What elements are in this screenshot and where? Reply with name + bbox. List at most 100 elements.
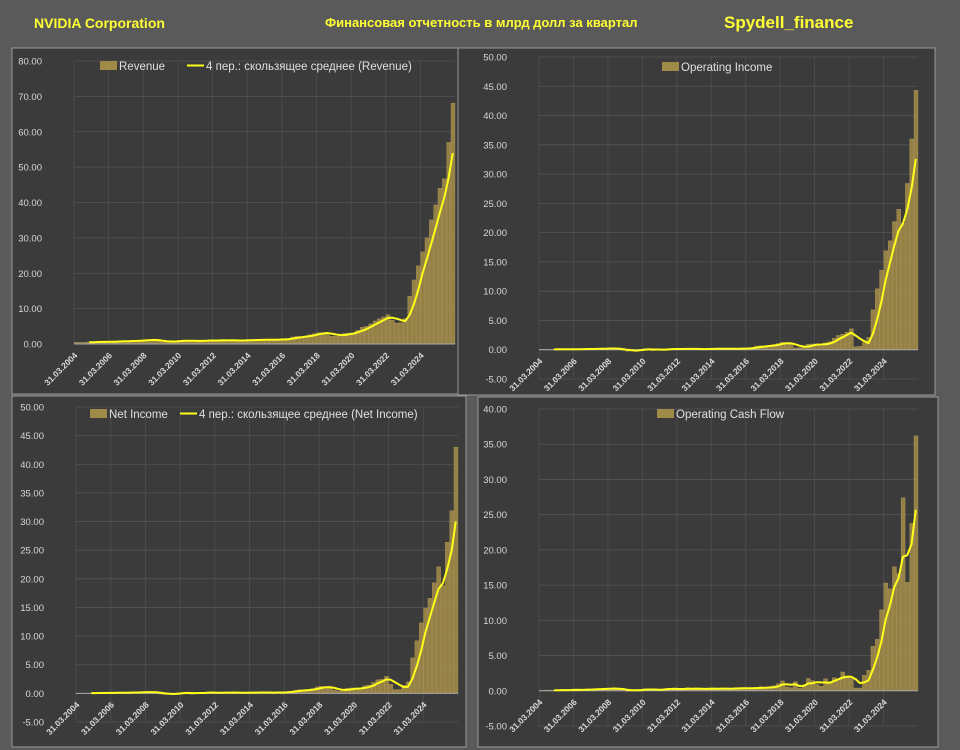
y-tick-label: 70.00 xyxy=(18,92,42,103)
y-tick-label: 60.00 xyxy=(18,127,42,138)
bar xyxy=(329,336,334,345)
report-title: Финансовая отчетность в млрд долл за ква… xyxy=(325,15,638,30)
bar xyxy=(416,265,421,345)
legend-label: Operating Cash Flow xyxy=(676,409,785,421)
y-tick-label: 40.00 xyxy=(483,111,507,122)
bar xyxy=(358,689,363,694)
y-tick-label: 15.00 xyxy=(20,603,44,614)
y-tick-label: 0.00 xyxy=(489,345,508,356)
bar xyxy=(333,335,339,345)
y-tick-label: 25.00 xyxy=(483,199,507,210)
bar xyxy=(793,681,798,691)
bar xyxy=(403,318,408,345)
y-tick-label: -5.00 xyxy=(22,718,44,729)
bar xyxy=(397,689,402,694)
bar xyxy=(875,639,880,691)
bar xyxy=(440,585,446,694)
y-tick-label: 50.00 xyxy=(18,163,42,174)
panel-background xyxy=(477,396,939,748)
y-tick-label: 5.00 xyxy=(489,316,508,327)
bar xyxy=(913,435,919,691)
y-tick-label: 20.00 xyxy=(18,269,42,280)
y-tick-label: 40.00 xyxy=(18,198,42,209)
y-tick-label: 20.00 xyxy=(483,545,507,556)
y-tick-label: 50.00 xyxy=(483,53,507,64)
y-tick-label: 45.00 xyxy=(20,431,44,442)
bar xyxy=(849,678,854,691)
bar xyxy=(784,686,789,691)
y-tick-label: 30.00 xyxy=(20,517,44,528)
y-tick-label: 50.00 xyxy=(20,403,44,414)
moving-average-line xyxy=(554,509,917,692)
y-tick-label: 10.00 xyxy=(483,616,507,627)
bar xyxy=(788,344,794,350)
moving-average-line xyxy=(91,521,457,695)
y-tick-label: -5.00 xyxy=(485,375,507,386)
legend-bar-swatch xyxy=(100,61,117,70)
chart-panel-4: -5.00 0.00 5.00 10.00 15.00 20.00 25.00 30.00 35… xyxy=(477,396,939,748)
legend-label: 4 пер.: скользящее среднее (Revenue) xyxy=(206,61,412,73)
bar xyxy=(840,671,845,691)
y-tick-label: 0.00 xyxy=(24,340,43,351)
y-tick-label: 80.00 xyxy=(18,57,42,68)
bar xyxy=(909,138,914,350)
brand-label: Spydell_finance xyxy=(724,13,854,32)
y-tick-label: 35.00 xyxy=(20,488,44,499)
y-tick-label: 10.00 xyxy=(483,287,507,298)
bar xyxy=(857,346,863,350)
bar xyxy=(913,90,919,350)
y-tick-label: 5.00 xyxy=(489,651,508,662)
chart-panel-1: 0.00 10.00 20.00 30.00 40.00 50.00 60.00 70.00 8… xyxy=(11,47,459,395)
legend-label: 4 пер.: скользящее среднее (Net Income) xyxy=(199,409,418,421)
y-tick-label: 20.00 xyxy=(20,574,44,585)
y-tick-label: 30.00 xyxy=(18,233,42,244)
legend-label: Operating Income xyxy=(681,62,772,74)
bar xyxy=(453,446,459,694)
bar xyxy=(450,102,456,345)
y-tick-label: 25.00 xyxy=(20,546,44,557)
bar xyxy=(325,332,330,345)
bar xyxy=(388,683,394,694)
bar xyxy=(393,689,398,694)
y-tick-label: 0.00 xyxy=(489,686,508,697)
panel-background xyxy=(11,395,467,748)
company-title: NVIDIA Corporation xyxy=(34,15,165,31)
bar xyxy=(905,582,910,691)
y-tick-label: 15.00 xyxy=(483,257,507,268)
bar xyxy=(900,223,906,350)
y-tick-label: -5.00 xyxy=(485,722,507,733)
moving-average-line xyxy=(554,158,917,352)
y-tick-label: 25.00 xyxy=(483,510,507,521)
bar xyxy=(823,678,828,691)
legend-bar-swatch xyxy=(90,409,107,418)
bar xyxy=(423,607,428,694)
legend-label: Revenue xyxy=(119,61,165,73)
y-tick-label: 35.00 xyxy=(483,140,507,151)
moving-average-line xyxy=(89,152,454,344)
bar xyxy=(398,322,404,345)
bar xyxy=(883,582,889,691)
y-tick-label: 15.00 xyxy=(483,581,507,592)
panel-background xyxy=(457,47,936,396)
y-tick-label: 45.00 xyxy=(483,82,507,93)
bar xyxy=(327,688,333,694)
bar xyxy=(819,345,824,350)
bar xyxy=(390,320,395,345)
bar xyxy=(879,609,884,691)
bar xyxy=(338,334,343,345)
legend-bar-swatch xyxy=(662,62,679,71)
y-tick-label: 30.00 xyxy=(483,170,507,181)
bar xyxy=(394,322,399,345)
y-tick-label: 30.00 xyxy=(483,475,507,486)
y-tick-label: 20.00 xyxy=(483,228,507,239)
y-tick-label: 35.00 xyxy=(483,440,507,451)
bar xyxy=(883,250,889,350)
legend-label: Net Income xyxy=(109,409,168,421)
bar xyxy=(844,677,850,691)
bar xyxy=(900,497,906,691)
bar xyxy=(862,342,867,350)
bar xyxy=(411,279,417,345)
chart-panel-3: -5.00 0.00 5.00 10.00 15.00 20.00 25.00 30.00 35… xyxy=(11,395,467,748)
bar xyxy=(407,296,412,345)
